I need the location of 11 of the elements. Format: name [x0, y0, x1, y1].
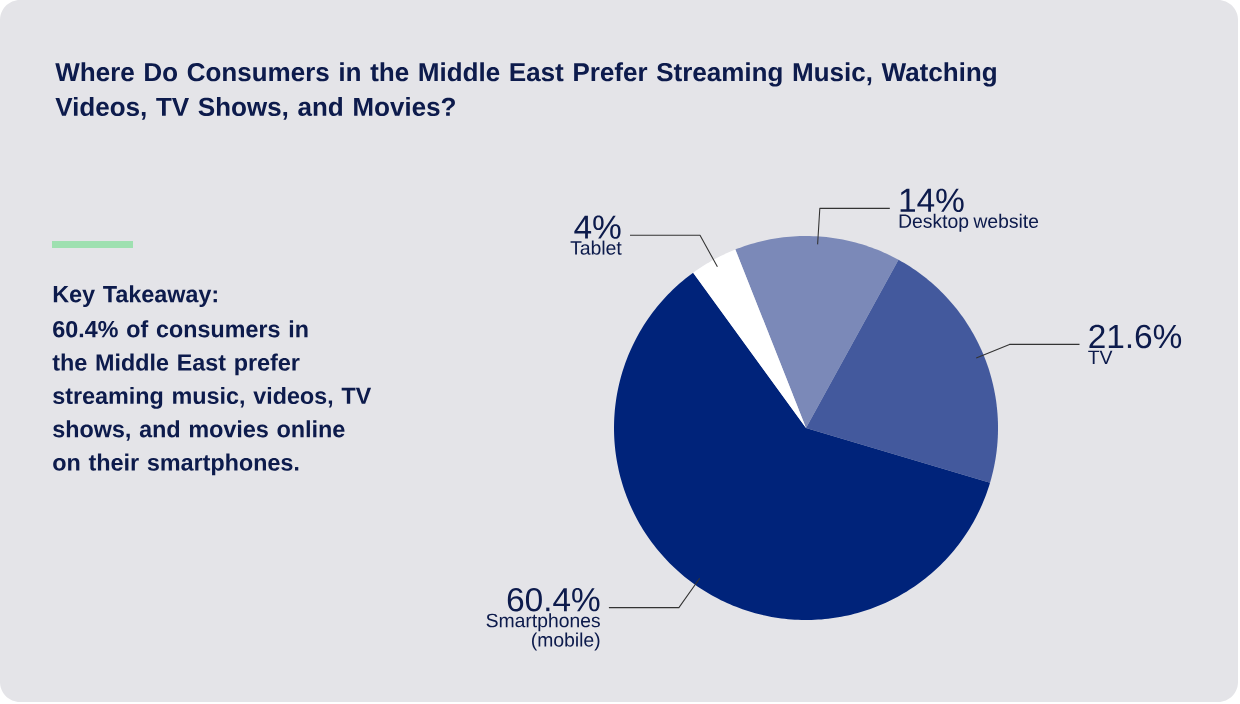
data-label: 21.6% [1089, 324, 1182, 349]
data-label: 60.4% [507, 587, 600, 612]
data-label: 14% [900, 188, 964, 212]
chart-title: Where Do Consumers in the Middle East Prefer Streaming Music, Watching Videos, TV Shows, and Movies? [55, 62, 996, 120]
slice-label: Tablet [570, 240, 622, 255]
slice-label: Smartphones (mobile) [486, 613, 600, 651]
text: 60.4% of consumers in the Middle East prefer streaming music, videos, TV shows, and movies online on their smartphones. [52, 320, 372, 476]
data-label: 4% [574, 215, 621, 239]
slice-label: TV [1088, 350, 1113, 364]
text: Key Takeaway: [53, 285, 217, 308]
slice-label: Desktop website [899, 213, 1039, 232]
